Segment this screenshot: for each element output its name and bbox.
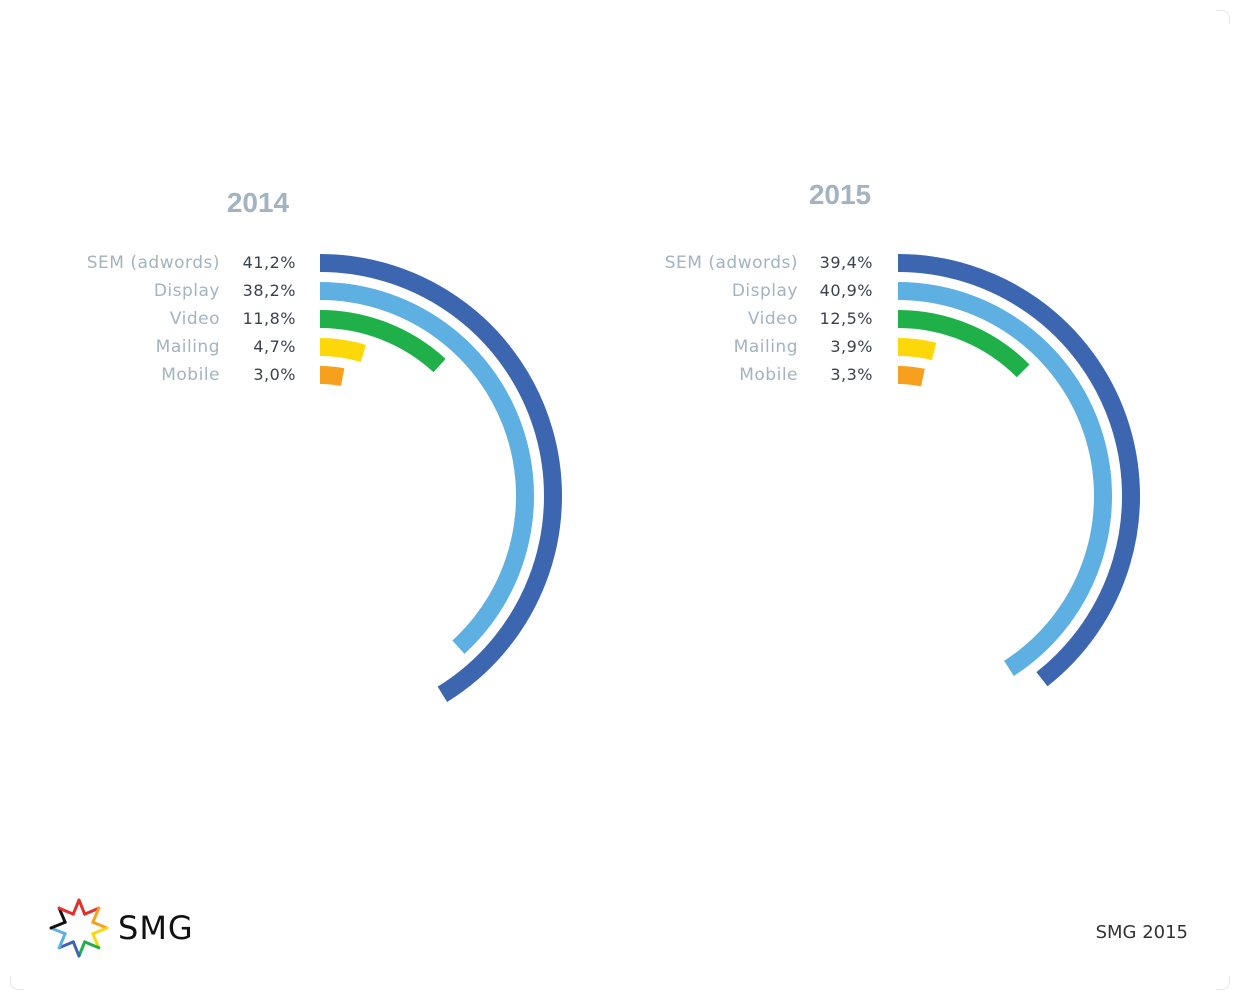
footer-credit: SMG 2015 — [1095, 922, 1188, 943]
smg-logo: SMG — [48, 896, 194, 960]
value-label: 11,8% — [243, 309, 296, 328]
category-label: Display — [732, 281, 798, 301]
category-label: Video — [170, 309, 220, 329]
value-label: 41,2% — [243, 253, 296, 272]
logo-star-segment — [57, 906, 67, 924]
logo-star-segment — [83, 906, 101, 916]
logo-star-segment — [91, 926, 109, 936]
value-label: 3,3% — [830, 365, 873, 384]
logo-star-segment — [71, 898, 81, 916]
value-label: 3,9% — [830, 337, 873, 356]
bar-arc — [897, 338, 937, 361]
bar-arc — [319, 365, 345, 387]
bar-arc — [319, 282, 534, 654]
logo-star-segment — [77, 940, 87, 958]
frame-corner-bottom-right — [1217, 977, 1230, 990]
smg-star-icon — [49, 898, 109, 958]
bar-arc — [897, 310, 1030, 378]
logo-star-segment — [71, 940, 81, 958]
category-label: Mobile — [739, 365, 798, 385]
logo-star-segment — [83, 940, 101, 950]
value-label: 38,2% — [243, 281, 296, 300]
category-label: SEM (adwords) — [665, 253, 798, 273]
category-label: Display — [154, 281, 220, 301]
logo-text: SMG — [118, 909, 194, 947]
logo-star-segment — [91, 920, 109, 930]
bar-arc — [319, 310, 446, 373]
logo-star-segment — [57, 906, 75, 916]
radial-bar-charts: 2014 SEM (adwords) 41,2% Display 38,2% Video 1… — [87, 179, 1140, 702]
category-label: SEM (adwords) — [87, 253, 220, 273]
value-label: 40,9% — [820, 281, 873, 300]
category-label: Mailing — [156, 337, 220, 357]
radial-chart-2015: 2015 SEM (adwords) 39,4% Display 40,9% Video 1… — [665, 179, 1140, 687]
category-label: Video — [748, 309, 798, 329]
radial-chart-2014: 2014 SEM (adwords) 41,2% Display 38,2% Video 1… — [87, 187, 562, 702]
frame-corner-bottom-left — [10, 977, 23, 990]
bar-arc — [897, 254, 1140, 687]
chart-title: 2014 — [227, 187, 290, 218]
logo-star-segment — [91, 906, 101, 924]
bar-arc — [897, 366, 925, 387]
logo-star-segment — [91, 932, 101, 950]
category-label: Mobile — [161, 365, 220, 385]
logo-star-segment — [77, 898, 87, 916]
chart-title: 2015 — [809, 179, 871, 210]
value-label: 39,4% — [820, 253, 873, 272]
bar-arc — [319, 338, 366, 363]
logo-star-segment — [49, 920, 67, 930]
value-label: 12,5% — [820, 309, 873, 328]
logo-star-segment — [57, 932, 67, 950]
frame-corner-top-right — [1217, 10, 1230, 23]
bar-arc — [897, 282, 1112, 676]
logo-star-segment — [57, 940, 75, 950]
value-label: 4,7% — [253, 337, 296, 356]
value-label: 3,0% — [253, 365, 296, 384]
logo-star-segment — [49, 926, 67, 936]
category-label: Mailing — [734, 337, 798, 357]
bar-arc — [319, 254, 562, 702]
